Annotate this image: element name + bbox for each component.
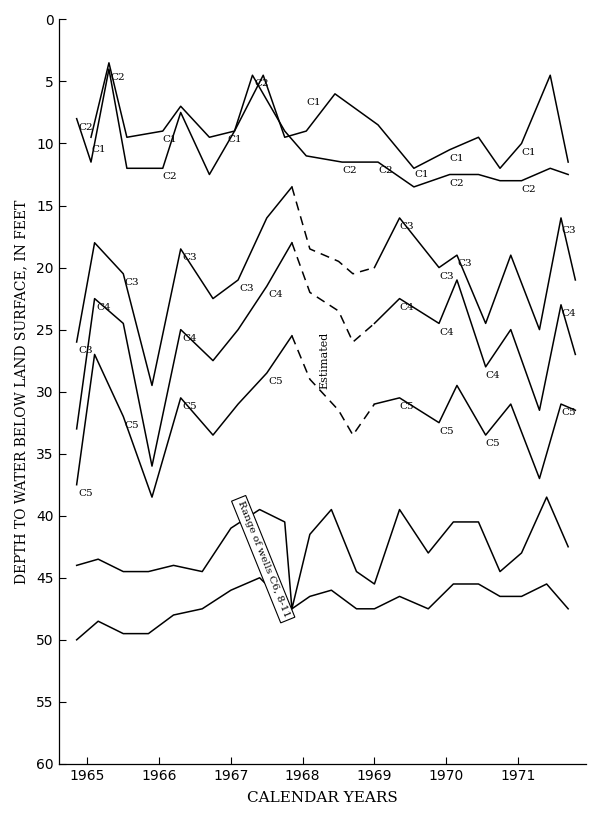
- Text: C2: C2: [254, 79, 269, 88]
- Text: C1: C1: [306, 98, 321, 107]
- Text: C4: C4: [439, 328, 454, 337]
- Text: Range of wells C6, 8-11: Range of wells C6, 8-11: [236, 500, 291, 619]
- Text: C3: C3: [182, 253, 197, 262]
- Text: C5: C5: [268, 378, 283, 387]
- Text: C5: C5: [400, 402, 414, 411]
- Text: C5: C5: [78, 489, 93, 498]
- Text: C2: C2: [450, 179, 464, 188]
- Text: C4: C4: [485, 371, 500, 380]
- Text: C5: C5: [182, 402, 197, 411]
- Text: C3: C3: [561, 226, 575, 235]
- X-axis label: CALENDAR YEARS: CALENDAR YEARS: [247, 791, 398, 805]
- Text: C1: C1: [450, 154, 464, 163]
- Text: C2: C2: [521, 185, 536, 194]
- Text: C2: C2: [110, 73, 125, 82]
- Text: C2: C2: [78, 123, 93, 132]
- Text: C3: C3: [457, 260, 472, 269]
- Text: C3: C3: [439, 272, 454, 281]
- Text: C1: C1: [163, 135, 178, 144]
- Text: C1: C1: [521, 147, 536, 156]
- Text: C5: C5: [439, 427, 454, 436]
- Text: C2: C2: [378, 166, 392, 175]
- Text: C1: C1: [227, 135, 242, 144]
- Text: C4: C4: [400, 303, 414, 312]
- Text: Estimated: Estimated: [319, 332, 329, 389]
- Text: C3: C3: [400, 222, 414, 231]
- Text: C3: C3: [125, 278, 139, 287]
- Text: C4: C4: [182, 334, 197, 343]
- Text: C2: C2: [342, 166, 357, 175]
- Text: C2: C2: [163, 173, 178, 182]
- Text: C4: C4: [268, 291, 283, 300]
- Text: C5: C5: [125, 421, 139, 430]
- Text: C4: C4: [96, 303, 110, 312]
- Text: C1: C1: [414, 170, 428, 179]
- Text: C3: C3: [78, 346, 93, 355]
- Text: C4: C4: [561, 309, 575, 318]
- Text: C1: C1: [91, 145, 106, 154]
- Text: C3: C3: [239, 284, 254, 293]
- Text: C5: C5: [561, 408, 575, 417]
- Y-axis label: DEPTH TO WATER BELOW LAND SURFACE, IN FEET: DEPTH TO WATER BELOW LAND SURFACE, IN FE…: [14, 200, 28, 584]
- Text: C5: C5: [485, 439, 500, 448]
